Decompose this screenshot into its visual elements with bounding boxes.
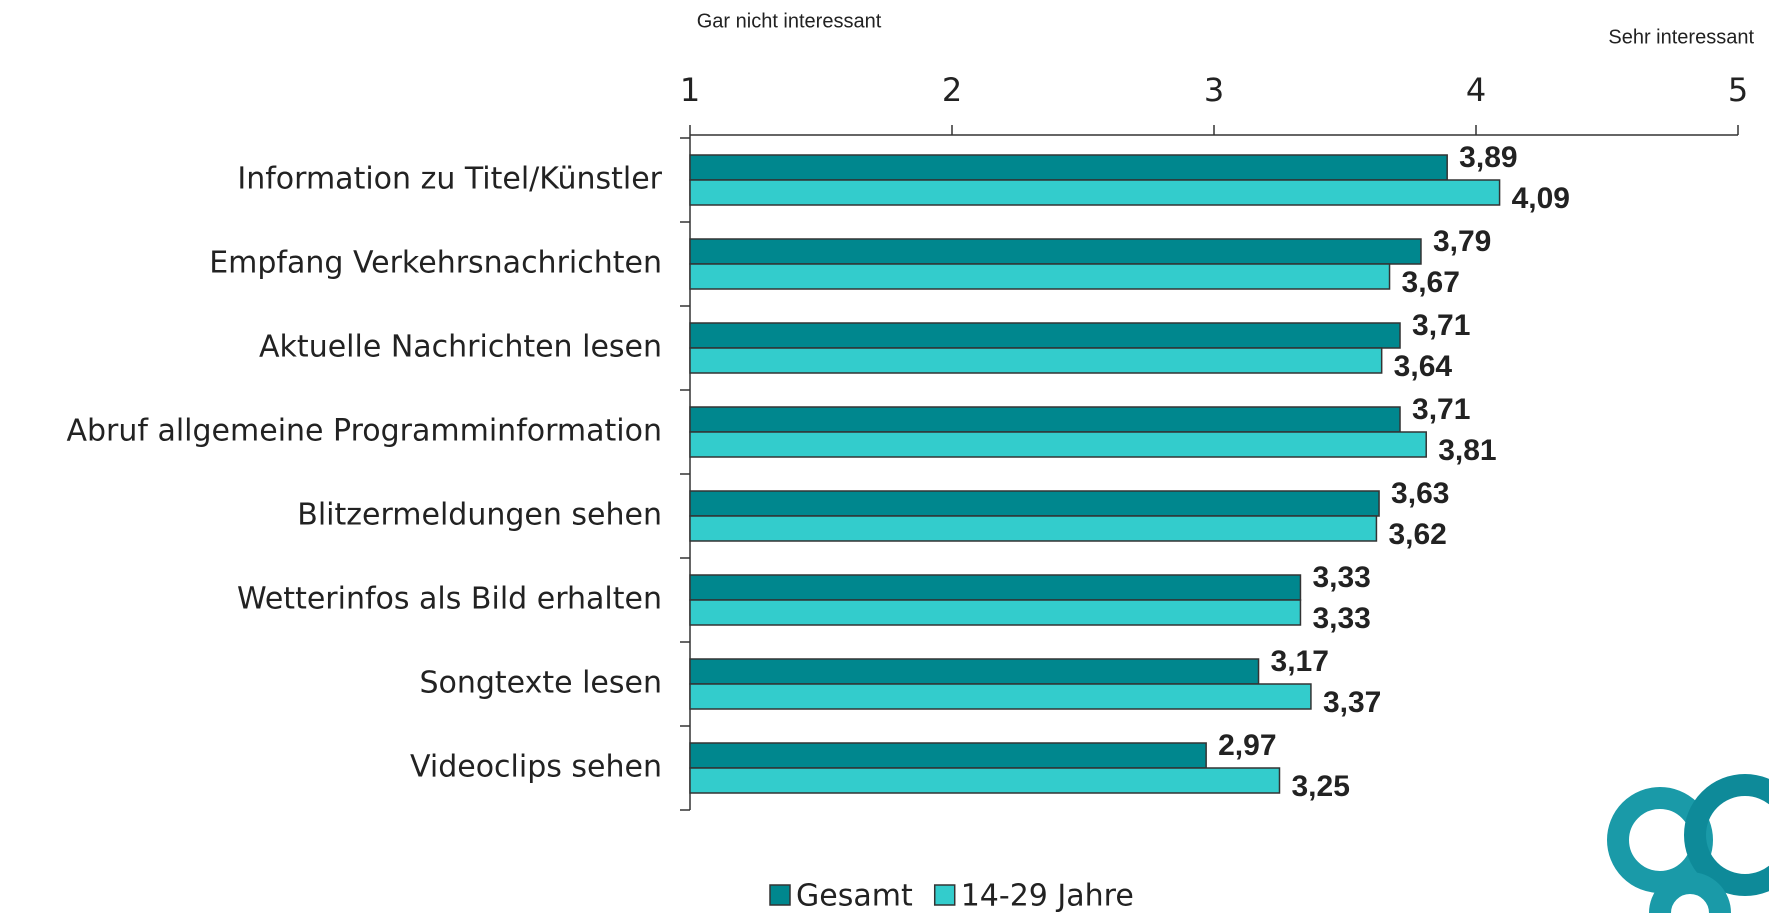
x-tick-label: 2 [942, 71, 962, 109]
bar [690, 575, 1300, 600]
value-label: 3,71 [1412, 393, 1470, 426]
value-label: 3,33 [1312, 561, 1370, 594]
annotation: Sehr interessant [1608, 26, 1754, 48]
value-label: 3,17 [1271, 645, 1329, 678]
bar [690, 155, 1447, 180]
x-tick-label: 1 [680, 71, 700, 109]
category-label: Empfang Verkehrsnachrichten [209, 246, 662, 281]
bar [690, 180, 1500, 205]
value-label: 3,79 [1433, 225, 1491, 258]
value-label: 3,25 [1292, 770, 1350, 803]
value-label: 4,09 [1512, 182, 1570, 215]
category-label: Wetterinfos als Bild erhalten [237, 582, 662, 617]
x-tick-label: 3 [1204, 71, 1224, 109]
bar [690, 264, 1390, 289]
value-label: 3,71 [1412, 309, 1470, 342]
bar [690, 659, 1259, 684]
x-tick-label: 5 [1728, 71, 1748, 109]
bar [690, 432, 1426, 457]
category-label: Songtexte lesen [419, 666, 662, 701]
page: Gar nicht interessant Sehr interessant 1… [0, 0, 1769, 913]
value-label: 3,63 [1391, 477, 1449, 510]
bar [690, 491, 1379, 516]
bar [690, 407, 1400, 432]
bar [690, 684, 1311, 709]
value-label: 3,37 [1323, 686, 1381, 719]
value-label: 2,97 [1218, 729, 1276, 762]
bar [690, 348, 1382, 373]
category-label: Information zu Titel/Künstler [237, 162, 662, 197]
value-label: 3,67 [1402, 266, 1460, 299]
value-label: 3,62 [1388, 518, 1446, 551]
bar [690, 768, 1280, 793]
bar [690, 600, 1300, 625]
legend-swatch [935, 885, 955, 905]
bar [690, 323, 1400, 348]
value-label: 3,33 [1312, 602, 1370, 635]
legend-label: 14-29 Jahre [961, 879, 1134, 913]
category-label: Abruf allgemeine Programminformation [66, 414, 662, 449]
bar [690, 516, 1376, 541]
legend-swatch [770, 885, 790, 905]
value-label: 3,81 [1438, 434, 1496, 467]
legend-label: Gesamt [796, 879, 913, 913]
category-label: Blitzermeldungen sehen [297, 498, 662, 533]
x-tick-label: 4 [1466, 71, 1486, 109]
value-label: 3,64 [1394, 350, 1453, 383]
bar [690, 239, 1421, 264]
bar [690, 743, 1206, 768]
annotation: Gar nicht interessant [697, 10, 882, 32]
category-label: Videoclips sehen [410, 750, 662, 785]
category-label: Aktuelle Nachrichten lesen [259, 330, 662, 365]
chart: Gar nicht interessant Sehr interessant 1… [0, 0, 1769, 913]
value-label: 3,89 [1459, 141, 1517, 174]
logo [1618, 785, 1769, 913]
